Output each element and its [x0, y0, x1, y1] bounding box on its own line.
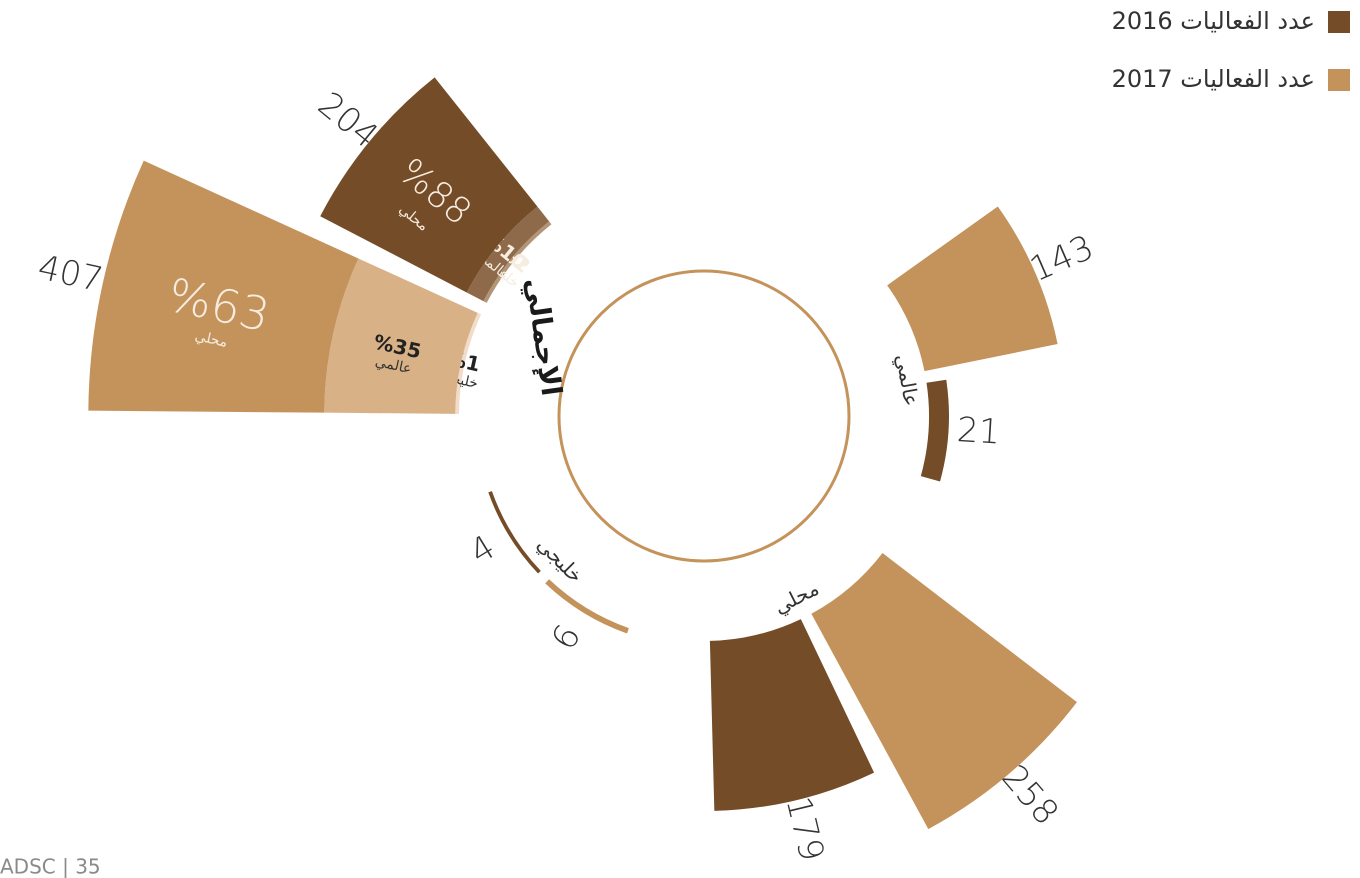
value-label-group: 6 — [544, 618, 589, 657]
value-label-group: 21 — [956, 410, 1002, 453]
value-label: 143 — [1024, 227, 1099, 290]
value-label: 4 — [463, 527, 502, 572]
total-segment — [324, 258, 478, 414]
bar — [488, 491, 541, 574]
bar — [920, 379, 949, 482]
value-label-group: 179 — [778, 793, 832, 865]
legend-label: عدد الفعاليات 2017 — [1112, 65, 1315, 93]
share-category: عالمي — [374, 354, 413, 378]
total-segment — [483, 221, 552, 303]
legend-swatch — [1328, 11, 1350, 33]
legend-swatch — [1328, 69, 1350, 91]
bar — [887, 206, 1058, 372]
bar — [811, 552, 1077, 830]
totals-title-group: الإجمالي — [519, 276, 568, 398]
category-label-group: عالمي — [890, 352, 924, 408]
total-segment — [88, 160, 359, 413]
footer: ADSC | 35 — [0, 855, 101, 878]
totals-title: الإجمالي — [519, 276, 568, 398]
total-segment — [466, 206, 550, 302]
share-category: محلي — [193, 328, 229, 351]
center-ring — [557, 269, 851, 563]
total-value-group: 407 — [34, 247, 106, 300]
value-label-group: 143 — [1024, 227, 1099, 290]
total-segment — [455, 312, 482, 414]
bar — [709, 619, 875, 811]
category-label-group: خليجي — [532, 532, 588, 588]
category-label: خليجي — [532, 532, 588, 588]
bar — [545, 579, 629, 634]
value-label: 21 — [956, 410, 1002, 453]
legend-label: عدد الفعاليات 2016 — [1112, 7, 1315, 35]
value-label: 6 — [544, 618, 589, 657]
total-segment — [320, 77, 538, 293]
value-label-group: 4 — [463, 527, 502, 572]
value-label: 179 — [778, 793, 832, 865]
category-label: عالمي — [890, 352, 924, 408]
total-value-label: 407 — [34, 247, 106, 300]
